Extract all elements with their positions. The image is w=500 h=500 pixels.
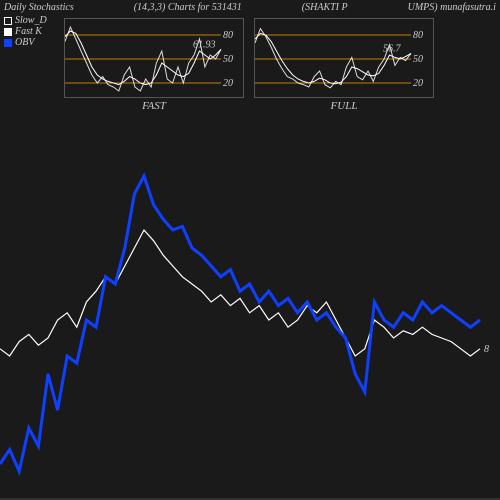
chart-fast-svg: 20 50 80 61.93 [65,19,245,99]
svg-text:80: 80 [223,30,233,41]
legend-label-fast-k: Fast K [15,26,42,37]
title-mid-left: (14,3,3) Charts for 531431 [134,2,242,13]
mini-chart-fast: 20 50 80 61.93 FAST [64,18,244,112]
svg-text:50: 50 [413,54,423,65]
title-mid-right: (SHAKTI P [302,2,348,13]
svg-text:50: 50 [223,54,233,65]
legend-label-slow-d: Slow_D [15,15,47,26]
chart-main-svg: 8 [0,140,500,500]
title-right: UMPS) munafasutra.i [408,2,496,13]
main-chart: 8 [0,140,500,500]
svg-text:20: 20 [413,78,423,89]
mini-label-fast: FAST [64,100,244,112]
svg-text:8: 8 [484,344,489,355]
mini-label-full: FULL [254,100,434,112]
legend-label-obv: OBV [15,37,34,48]
svg-text:80: 80 [413,30,423,41]
svg-text:61.93: 61.93 [193,39,216,50]
legend-swatch-slow-d [4,17,12,25]
svg-text:20: 20 [223,78,233,89]
title-left: Daily Stochastics [4,2,74,13]
mini-chart-full: 20 50 80 56.7 FULL [254,18,434,112]
legend-swatch-fast-k [4,28,12,36]
legend-swatch-obv [4,39,12,47]
svg-text:56.7: 56.7 [383,44,402,55]
chart-full-svg: 20 50 80 56.7 [255,19,435,99]
